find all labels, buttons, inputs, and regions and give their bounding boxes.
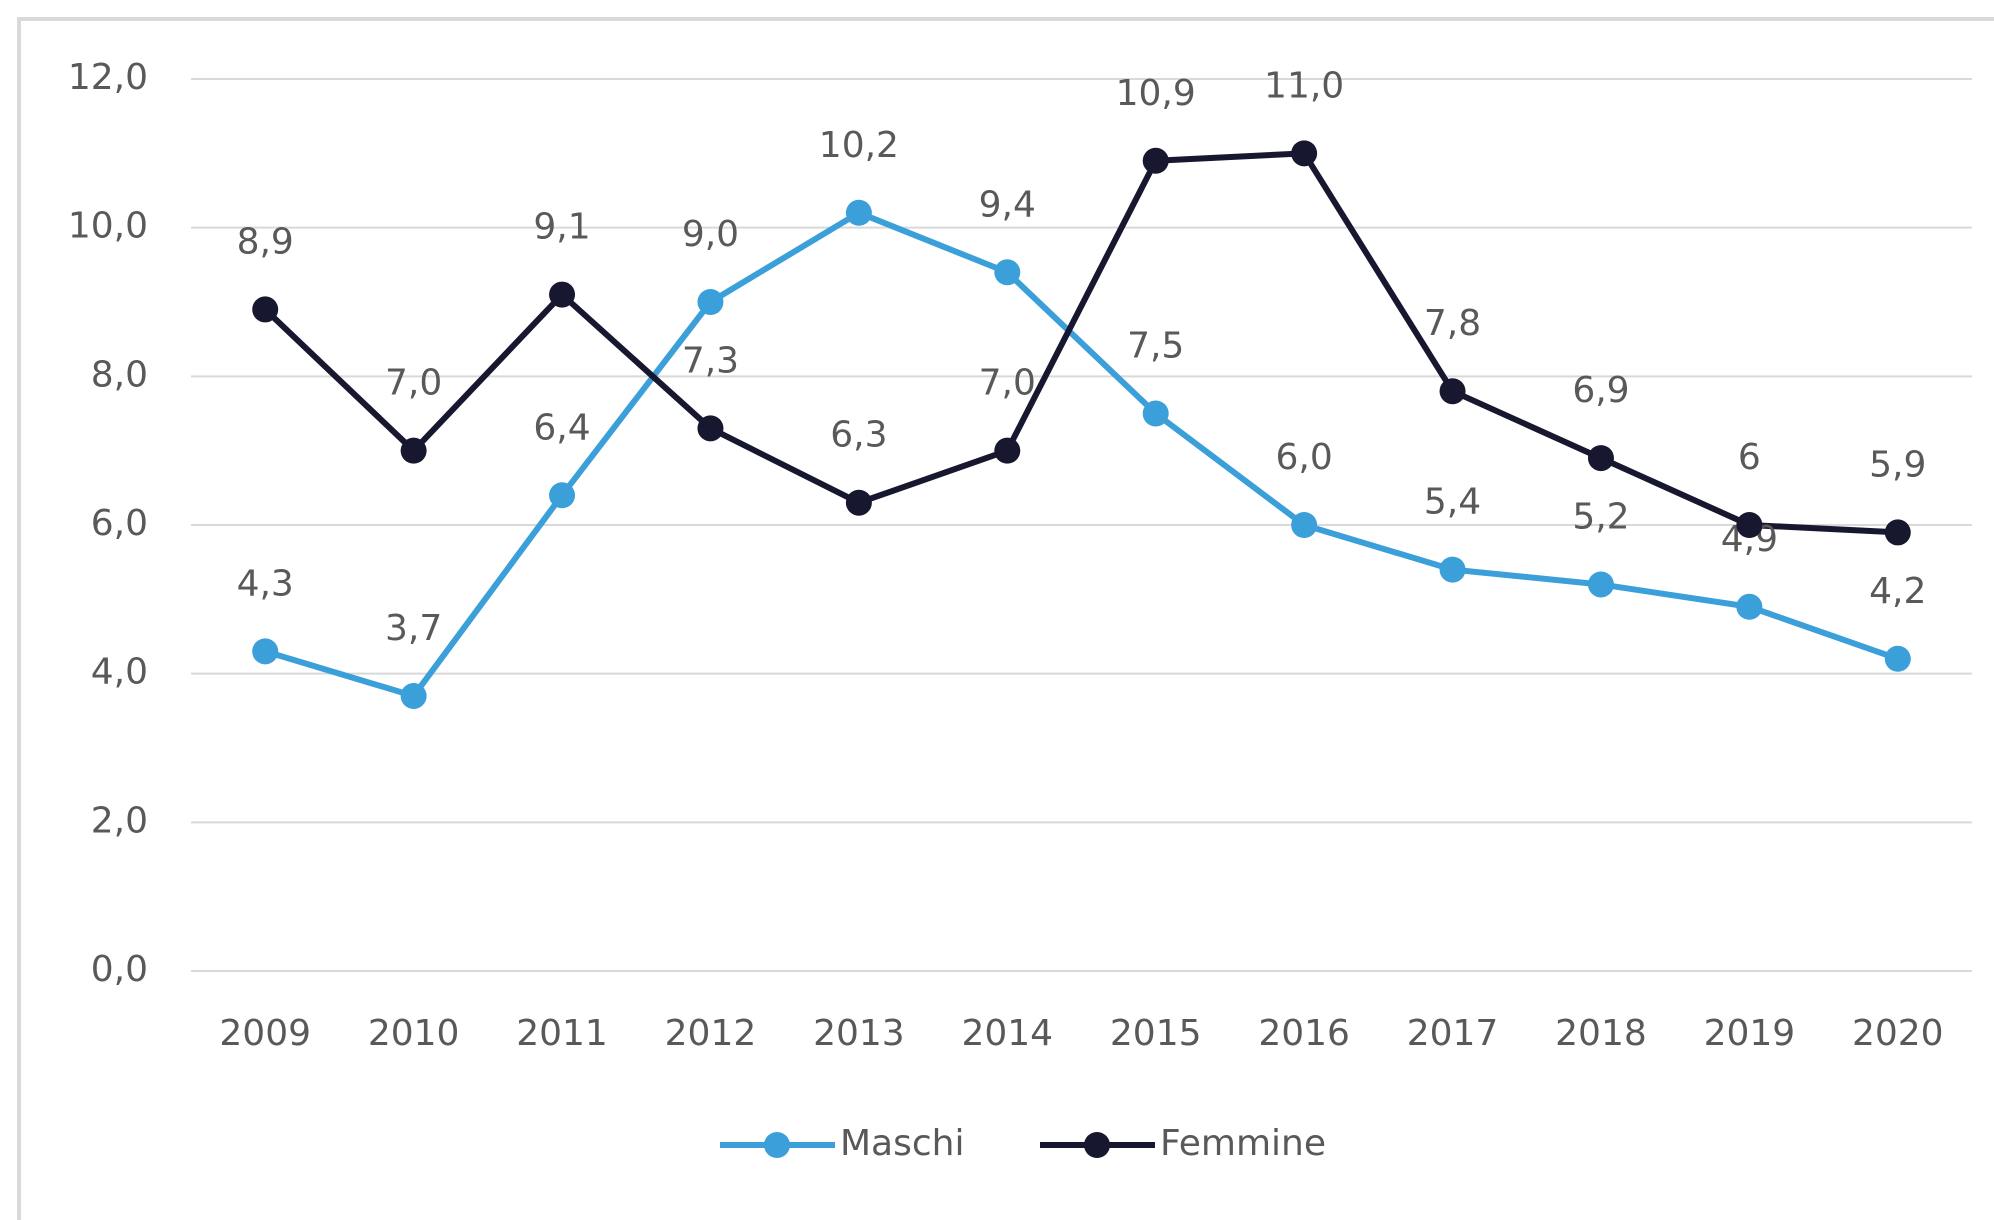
data-point [697,415,724,442]
data-point [1884,645,1911,672]
data-point [1439,378,1466,405]
data-label: 6,4 [533,407,590,448]
x-tick-label: 2014 [961,1013,1053,1054]
data-point [1291,512,1318,538]
data-point [1736,593,1763,620]
series-line [263,150,1898,536]
x-tick-label: 2010 [368,1013,460,1054]
x-tick-label: 2020 [1852,1013,1944,1054]
legend-marker [1084,1132,1110,1158]
y-tick-label: 8,0 [91,354,148,395]
chart-frame [17,17,1994,1220]
data-label: 7,8 [1424,303,1481,344]
x-tick-label: 2016 [1258,1013,1350,1054]
data-label: 6 [1738,437,1761,478]
data-label: 5,4 [1424,482,1481,523]
x-tick-label: 2019 [1704,1013,1796,1054]
y-tick-label: 10,0 [68,206,148,247]
data-label: 3,7 [385,608,442,649]
data-point [845,489,872,516]
data-label: 9,0 [682,214,739,255]
data-point [1439,556,1466,583]
y-tick-label: 0,0 [91,949,148,990]
data-point [400,437,427,464]
data-point [1587,445,1614,472]
data-point [697,289,724,315]
data-label: 7,0 [979,363,1036,404]
series-line [264,209,1899,699]
legend-marker [764,1132,790,1158]
data-point [845,199,872,226]
data-label: 10,9 [1116,73,1196,114]
x-tick-label: 2013 [813,1013,905,1054]
x-tick-label: 2018 [1555,1013,1647,1054]
data-point [1884,519,1911,546]
data-point [994,259,1021,286]
data-point [252,296,279,323]
data-point [400,682,427,709]
x-tick-label: 2015 [1110,1013,1202,1054]
data-label: 5,2 [1572,496,1629,537]
legend-label: Femmine [1160,1123,1326,1164]
data-label: 7,3 [682,340,739,381]
data-point [252,638,279,665]
data-label: 6,3 [830,415,887,456]
data-point [549,482,576,509]
data-label: 11,0 [1264,65,1344,106]
x-tick-label: 2012 [665,1013,757,1054]
data-label: 10,2 [819,125,899,166]
data-label: 7,5 [1127,326,1184,367]
data-label: 6,0 [1275,437,1332,478]
data-point [549,281,576,308]
data-label: 5,9 [1869,444,1926,485]
x-tick-label: 2011 [516,1013,608,1054]
y-tick-label: 2,0 [91,800,148,841]
data-point [1736,512,1763,538]
y-tick-label: 12,0 [68,57,148,98]
x-tick-label: 2017 [1407,1013,1499,1054]
data-point [994,437,1021,464]
data-label: 8,9 [237,221,294,262]
data-label: 9,4 [979,184,1036,225]
y-tick-label: 6,0 [91,503,148,544]
data-point [1587,571,1614,598]
data-label: 7,0 [385,363,442,404]
data-label: 4,2 [1869,571,1926,612]
data-point [1142,400,1169,427]
data-point [1142,147,1169,174]
x-tick-label: 2009 [219,1013,311,1054]
data-label: 6,9 [1572,370,1629,411]
data-label: 4,3 [237,563,294,604]
data-point [1291,140,1318,167]
data-label: 9,1 [533,207,590,248]
legend-label: Maschi [840,1123,965,1164]
y-tick-label: 4,0 [91,652,148,693]
